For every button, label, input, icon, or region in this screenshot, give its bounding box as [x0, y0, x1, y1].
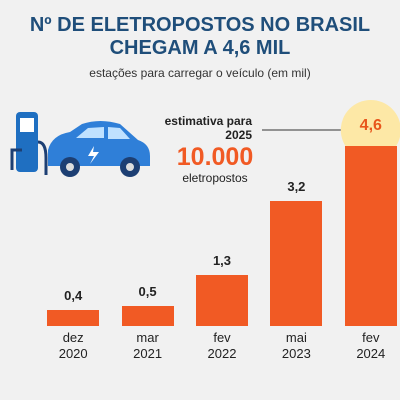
x-tick-label: fev 2022	[207, 330, 237, 361]
x-tick-label: mar 2021	[133, 330, 163, 361]
x-tick-label: dez 2020	[58, 330, 88, 361]
bar	[270, 200, 323, 326]
bar	[196, 275, 248, 326]
highlight-circle	[340, 100, 400, 160]
bar	[344, 146, 397, 326]
x-tick-label: mai 2023	[281, 330, 311, 361]
value-label: 1,3	[212, 253, 232, 269]
chart-title: Nº DE ELETROPOSTOS NO BRASIL CHEGAM A 4,…	[29, 14, 371, 59]
value-label: 3,2	[287, 178, 306, 194]
x-tick-label: fev 2024	[356, 330, 386, 361]
bar	[121, 306, 174, 326]
annotation-heading: estimativa para 2025	[164, 114, 252, 142]
bar	[47, 310, 100, 326]
value-label: 0,5	[138, 284, 157, 300]
value-label: 4,6	[359, 117, 382, 134]
value-label: 0,4	[64, 288, 83, 304]
annotation-unit: eletropostos	[182, 171, 248, 185]
car-icon	[10, 112, 150, 177]
chart-subtitle: estações para carregar o veículo (em mil…	[89, 66, 311, 80]
annotation-value: 10.000	[176, 143, 254, 171]
